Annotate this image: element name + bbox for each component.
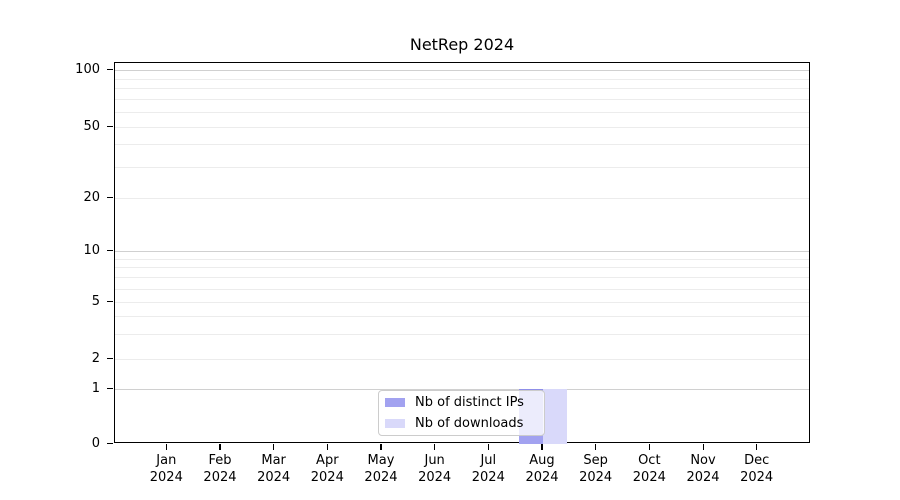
gridline-minor	[115, 258, 809, 260]
plot-area	[114, 62, 810, 444]
x-tick	[648, 444, 651, 450]
x-tick	[219, 444, 221, 450]
gridline	[115, 389, 809, 390]
gridline-minor	[115, 78, 809, 80]
legend-swatch-distinct-ips	[385, 398, 405, 408]
x-tick	[595, 444, 597, 450]
x-tick-label: Apr 2024	[310, 453, 344, 485]
chart-title: NetRep 2024	[409, 35, 515, 54]
y-tick	[107, 442, 113, 444]
x-tick	[273, 444, 275, 450]
y-tick	[107, 196, 113, 198]
legend-label-downloads: Nb of downloads	[415, 415, 524, 431]
y-tick	[107, 249, 113, 251]
gridline-minor	[115, 166, 809, 168]
bar-downloads	[542, 389, 567, 444]
legend-swatch-downloads	[385, 418, 405, 428]
y-tick	[107, 357, 113, 359]
y-tick	[107, 68, 113, 70]
x-tick	[326, 444, 329, 450]
x-tick	[380, 444, 382, 450]
gridline	[115, 198, 809, 199]
y-tick-label: 2	[91, 350, 100, 366]
x-tick-label: Jan 2024	[149, 453, 183, 485]
y-tick-label: 20	[83, 189, 100, 205]
x-tick	[756, 444, 758, 450]
x-tick	[434, 444, 436, 450]
gridline	[115, 70, 809, 71]
legend-label-distinct-ips: Nb of distinct IPs	[415, 395, 524, 411]
x-tick-label: Sep 2024	[579, 453, 613, 485]
x-tick	[702, 444, 704, 450]
x-tick-label: Jul 2024	[471, 453, 505, 485]
gridline-minor	[115, 112, 809, 113]
y-tick	[107, 387, 113, 389]
legend: Nb of distinct IPs Nb of downloads	[378, 390, 545, 436]
gridline	[115, 302, 809, 303]
y-tick-label: 10	[83, 242, 100, 258]
y-tick	[107, 125, 113, 127]
gridline	[115, 251, 809, 252]
x-tick-label: Dec 2024	[740, 453, 774, 485]
y-tick-label: 50	[83, 118, 100, 134]
y-tick	[107, 300, 113, 302]
gridline-minor	[115, 333, 809, 335]
y-tick-label: 5	[91, 293, 100, 309]
x-tick-label: Mar 2024	[257, 453, 291, 485]
legend-item-downloads: Nb of downloads	[385, 416, 536, 432]
x-tick	[165, 444, 168, 450]
x-tick-label: Aug 2024	[525, 453, 559, 485]
gridline-minor	[115, 315, 809, 317]
gridline-minor	[115, 267, 809, 269]
x-tick-label: Feb 2024	[203, 453, 237, 485]
gridline-minor	[115, 88, 809, 90]
gridline	[115, 359, 809, 360]
y-tick-label: 1	[91, 380, 100, 396]
gridline-minor	[115, 99, 809, 101]
x-tick-label: May 2024	[364, 453, 398, 485]
y-tick-label: 100	[75, 61, 100, 77]
gridline-minor	[115, 144, 809, 146]
x-tick-label: Nov 2024	[686, 453, 720, 485]
legend-item-distinct-ips: Nb of distinct IPs	[385, 395, 536, 411]
x-tick-label: Oct 2024	[632, 453, 666, 485]
x-tick	[541, 444, 543, 450]
x-tick	[487, 444, 490, 450]
y-tick-label: 0	[91, 435, 100, 451]
gridline-minor	[115, 288, 809, 290]
gridline	[115, 127, 809, 128]
gridline-minor	[115, 277, 809, 279]
x-tick-label: Jun 2024	[418, 453, 452, 485]
